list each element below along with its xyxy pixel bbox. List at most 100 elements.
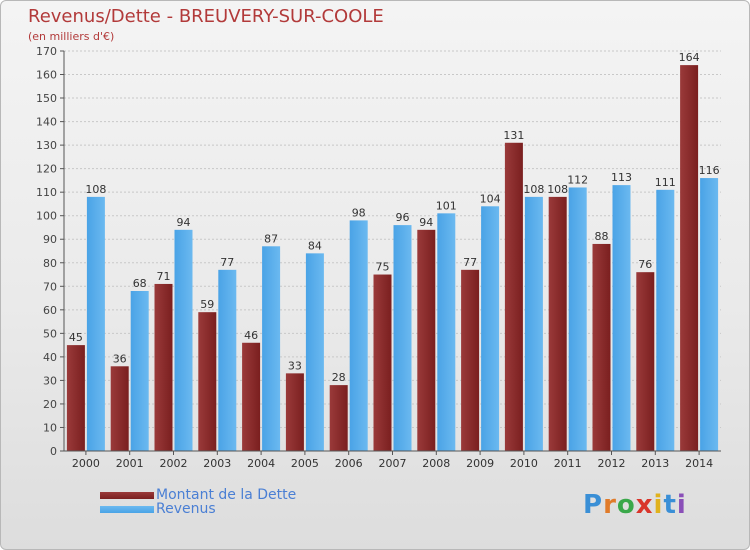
debt-bar — [285, 373, 304, 451]
legend-item-debt: Montant de la Dette — [100, 487, 297, 503]
data-label: 84 — [308, 239, 322, 252]
data-label: 112 — [567, 173, 588, 186]
data-label: 94 — [177, 216, 191, 229]
debt-bar — [680, 65, 699, 451]
y-tick-label: 10 — [43, 421, 57, 434]
legend-swatch-revenue — [100, 505, 154, 513]
revenue-bar — [349, 220, 368, 451]
y-tick-label: 60 — [43, 304, 57, 317]
y-tick-label: 80 — [43, 257, 57, 270]
data-label: 108 — [85, 183, 106, 196]
debt-bar — [110, 366, 129, 451]
data-label: 131 — [503, 129, 524, 142]
debt-bar — [592, 243, 611, 451]
revenue-bar — [524, 196, 543, 451]
revenue-bar — [437, 213, 456, 451]
y-tick-label: 50 — [43, 327, 57, 340]
data-label: 98 — [352, 206, 366, 219]
data-label: 77 — [220, 256, 234, 269]
revenue-bar — [612, 185, 631, 451]
data-label: 76 — [638, 258, 652, 271]
chart-subtitle: (en milliers d'€) — [28, 30, 115, 43]
debt-bar — [504, 142, 523, 451]
revenue-bar — [305, 253, 324, 451]
y-tick-label: 90 — [43, 233, 57, 246]
x-tick-label: 2003 — [203, 457, 231, 470]
legend-label-revenue: Revenus — [156, 501, 216, 517]
revenue-bar — [656, 189, 675, 451]
data-label: 75 — [376, 261, 390, 274]
y-tick-label: 160 — [36, 69, 57, 82]
x-tick-label: 2010 — [510, 457, 538, 470]
y-tick-label: 30 — [43, 374, 57, 387]
x-tick-label: 2001 — [116, 457, 144, 470]
debt-bar — [461, 269, 480, 451]
y-tick-label: 150 — [36, 92, 57, 105]
data-label: 68 — [133, 277, 147, 290]
revenue-bar — [86, 196, 105, 451]
legend-item-revenue: Revenus — [100, 501, 216, 517]
x-tick-label: 2007 — [379, 457, 407, 470]
legend-label-debt: Montant de la Dette — [156, 487, 297, 503]
data-label: 101 — [436, 199, 457, 212]
data-label: 87 — [264, 232, 278, 245]
revenue-bar — [481, 206, 500, 451]
y-tick-label: 100 — [36, 210, 57, 223]
proxiti-logo: Proxiti — [583, 490, 687, 520]
revenue-bar — [700, 178, 719, 451]
debt-bar — [548, 196, 567, 451]
x-tick-label: 2008 — [422, 457, 450, 470]
debt-bar — [66, 345, 85, 451]
x-tick-label: 2002 — [160, 457, 188, 470]
data-label: 46 — [244, 329, 258, 342]
data-label: 36 — [113, 352, 127, 365]
x-tick-label: 2011 — [554, 457, 582, 470]
data-label: 33 — [288, 359, 302, 372]
debt-bar — [329, 385, 348, 451]
x-tick-label: 2009 — [466, 457, 494, 470]
revenue-bar — [174, 229, 193, 451]
data-label: 94 — [419, 216, 433, 229]
data-label: 108 — [547, 183, 568, 196]
x-tick-label: 2013 — [641, 457, 669, 470]
x-tick-label: 2005 — [291, 457, 319, 470]
data-label: 28 — [332, 371, 346, 384]
y-tick-label: 120 — [36, 163, 57, 176]
debt-bar — [417, 229, 436, 451]
debt-bar — [636, 272, 655, 451]
debt-bar — [154, 283, 173, 451]
y-tick-label: 0 — [50, 445, 57, 458]
debt-bar — [242, 342, 261, 451]
x-tick-label: 2012 — [598, 457, 626, 470]
x-tick-label: 2006 — [335, 457, 363, 470]
y-tick-label: 40 — [43, 351, 57, 364]
data-label: 104 — [480, 192, 501, 205]
x-tick-label: 2014 — [685, 457, 713, 470]
chart-title: Revenus/Dette - BREUVERY-SUR-COOLE — [28, 6, 384, 27]
debt-bar — [198, 312, 217, 451]
y-tick-label: 170 — [36, 45, 57, 58]
data-label: 45 — [69, 331, 83, 344]
x-tick-label: 2004 — [247, 457, 275, 470]
y-tick-label: 20 — [43, 398, 57, 411]
y-tick-label: 110 — [36, 186, 57, 199]
data-label: 113 — [611, 171, 632, 184]
data-label: 108 — [523, 183, 544, 196]
y-tick-label: 130 — [36, 139, 57, 152]
data-label: 88 — [595, 230, 609, 243]
data-label: 164 — [679, 51, 700, 64]
revenue-bar — [568, 187, 587, 451]
data-label: 111 — [655, 176, 676, 189]
revenue-bar — [218, 269, 237, 451]
data-label: 116 — [699, 164, 720, 177]
revenue-bar — [130, 291, 149, 451]
revenue-bar — [393, 225, 412, 451]
x-tick-label: 2000 — [72, 457, 100, 470]
debt-bar — [373, 274, 392, 451]
data-label: 71 — [157, 270, 171, 283]
revenue-bar — [262, 246, 281, 451]
y-tick-label: 140 — [36, 116, 57, 129]
legend-swatch-debt — [100, 491, 154, 499]
